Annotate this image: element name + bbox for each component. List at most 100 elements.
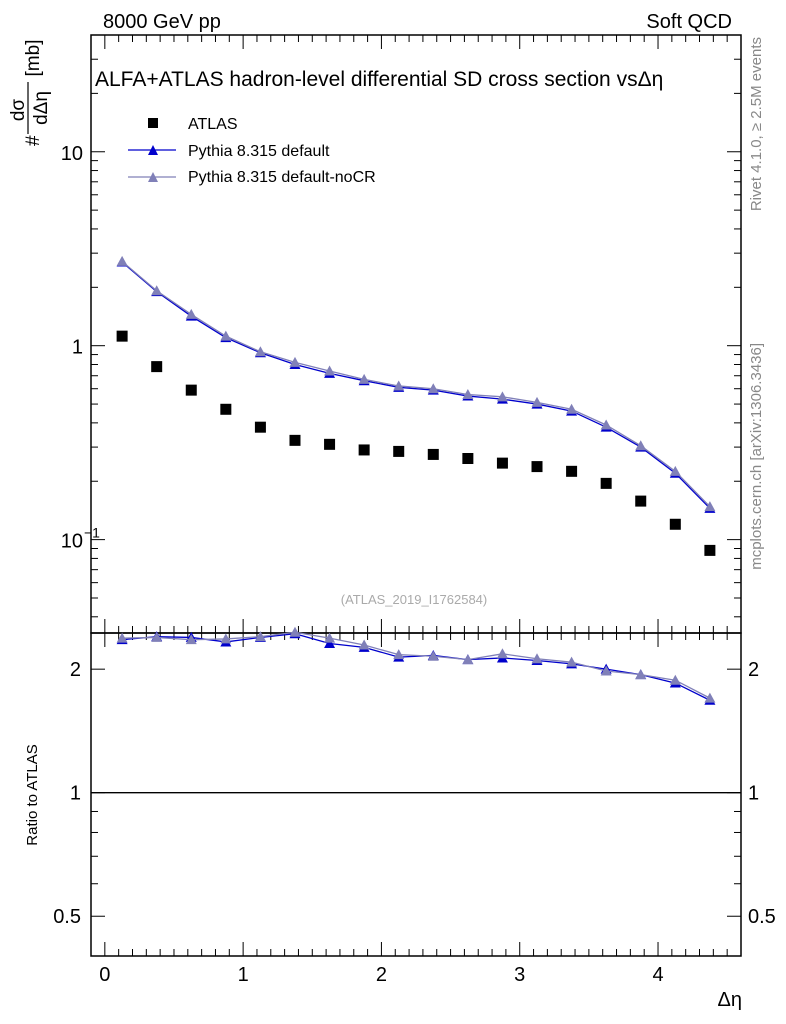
atlas-data-point bbox=[358, 444, 370, 456]
nocr-mc-point bbox=[185, 308, 197, 319]
nocr-mc-point bbox=[531, 396, 543, 407]
ylabel-prefix: # bbox=[23, 135, 44, 146]
legend-label-atlas: ATLAS bbox=[188, 116, 238, 133]
main-ytick-label: 10 bbox=[61, 531, 83, 553]
atlas-data-point bbox=[393, 445, 405, 457]
ratio-nocr-point bbox=[220, 633, 232, 644]
x-tick-label: 4 bbox=[652, 964, 663, 986]
ylabel-unit: [mb] bbox=[23, 40, 44, 77]
legend-marker-atlas bbox=[148, 118, 158, 128]
nocr-mc-point bbox=[220, 330, 232, 341]
main-ytick-label: 10 bbox=[61, 143, 83, 165]
ratio-nocr-point bbox=[185, 634, 197, 645]
ratio-ytick-label-left: 1 bbox=[70, 783, 81, 805]
nocr-mc-point bbox=[669, 465, 681, 476]
atlas-data-point bbox=[254, 421, 266, 433]
atlas-data-point bbox=[116, 330, 128, 342]
nocr-mc-point bbox=[151, 285, 163, 296]
ratio-default-point bbox=[324, 637, 336, 648]
atlas-data-point bbox=[566, 465, 578, 477]
rivet-label: Rivet 4.1.0, ≥ 2.5M events bbox=[748, 37, 765, 211]
nocr-mc-point bbox=[427, 383, 439, 394]
x-tick-label: 0 bbox=[99, 964, 110, 986]
legend-label-nocr: Pythia 8.315 default-noCR bbox=[188, 169, 376, 186]
main-series bbox=[116, 255, 716, 556]
ratio-nocr-point bbox=[531, 653, 543, 664]
x-tick-label: 2 bbox=[376, 964, 387, 986]
ratio-line-default bbox=[122, 633, 711, 701]
atlas-data-point bbox=[427, 448, 439, 460]
legend: ATLAS Pythia 8.315 default Pythia 8.315 … bbox=[128, 116, 376, 186]
nocr-mc-point bbox=[254, 346, 266, 357]
ratio-series bbox=[116, 626, 716, 705]
mcplots-label: mcplots.cern.ch [arXiv:1306.3436] bbox=[748, 343, 765, 570]
nocr-mc-point bbox=[289, 356, 301, 367]
nocr-mc-point bbox=[704, 501, 716, 512]
ylabel-numerator: dσ bbox=[8, 99, 29, 122]
header-left: 8000 GeV pp bbox=[103, 11, 221, 33]
ratio-panel: 0.5 0.5 1 1 2 2 0 1 2 3 4 Ratio to ATLAS Δη bbox=[24, 626, 776, 1011]
analysis-watermark: (ATLAS_2019_I1762584) bbox=[341, 592, 487, 607]
main-ytick-label: 1 bbox=[72, 337, 83, 359]
nocr-mc-point bbox=[358, 373, 370, 384]
main-ytick-exponent: −1 bbox=[84, 525, 100, 541]
nocr-mc-point bbox=[566, 403, 578, 414]
ratio-ylabel: Ratio to ATLAS bbox=[24, 744, 41, 845]
ratio-nocr-point bbox=[635, 669, 647, 680]
ratio-frame bbox=[90, 632, 742, 957]
atlas-data-point bbox=[704, 544, 716, 556]
ratio-nocr-point bbox=[358, 639, 370, 650]
atlas-data-point bbox=[289, 434, 301, 446]
nocr-mc-point bbox=[462, 389, 474, 400]
legend-label-default: Pythia 8.315 default bbox=[188, 143, 330, 160]
ratio-nocr-point bbox=[427, 650, 439, 661]
ratio-ytick-label-right: 1 bbox=[748, 783, 759, 805]
ratio-nocr-point bbox=[669, 674, 681, 685]
ratio-ytick-label-right: 2 bbox=[748, 659, 759, 681]
ratio-nocr-point bbox=[600, 665, 612, 676]
x-tick-label: 3 bbox=[514, 964, 525, 986]
atlas-data-point bbox=[151, 361, 163, 373]
nocr-mc-point bbox=[116, 255, 128, 266]
atlas-data-point bbox=[635, 495, 647, 507]
legend-marker-default bbox=[148, 145, 158, 155]
atlas-data-point bbox=[531, 461, 543, 473]
atlas-data-point bbox=[324, 438, 336, 450]
main-ylabel: # dσ dΔη [mb] bbox=[8, 40, 52, 146]
ratio-ytick-label-left: 2 bbox=[70, 659, 81, 681]
ratio-nocr-point bbox=[393, 649, 405, 660]
chart-title: ALFA+ATLAS hadron-level differential SD … bbox=[95, 68, 663, 91]
ratio-nocr-point bbox=[324, 632, 336, 643]
ratio-ytick-label-right: 0.5 bbox=[748, 906, 776, 928]
x-tick-label: 1 bbox=[238, 964, 249, 986]
ratio-nocr-point bbox=[462, 654, 474, 665]
atlas-data-point bbox=[220, 403, 232, 415]
atlas-data-point bbox=[462, 453, 474, 465]
series-line-nocr bbox=[121, 260, 711, 508]
ratio-line-nocr bbox=[122, 631, 711, 699]
nocr-mc-point bbox=[393, 380, 405, 391]
nocr-mc-point bbox=[600, 419, 612, 430]
series-line-default bbox=[121, 261, 711, 509]
nocr-mc-point bbox=[324, 365, 336, 376]
ratio-nocr-point bbox=[254, 631, 266, 642]
x-axis-label: Δη bbox=[718, 989, 742, 1011]
atlas-data-point bbox=[185, 384, 197, 396]
ratio-nocr-point bbox=[289, 626, 301, 637]
ratio-nocr-point bbox=[566, 656, 578, 667]
legend-marker-nocr bbox=[148, 172, 158, 182]
ylabel-denominator: dΔη bbox=[31, 91, 52, 125]
ratio-ytick-label-left: 0.5 bbox=[53, 906, 81, 928]
atlas-data-point bbox=[600, 477, 612, 489]
atlas-data-point bbox=[669, 518, 681, 530]
ratio-nocr-point bbox=[151, 631, 163, 642]
ratio-ticks: 0.5 0.5 1 1 2 2 0 1 2 3 4 bbox=[53, 633, 776, 986]
atlas-data-point bbox=[496, 457, 508, 469]
header-right: Soft QCD bbox=[646, 11, 732, 33]
nocr-mc-point bbox=[635, 440, 647, 451]
nocr-mc-point bbox=[496, 391, 508, 402]
ratio-nocr-point bbox=[116, 632, 128, 643]
